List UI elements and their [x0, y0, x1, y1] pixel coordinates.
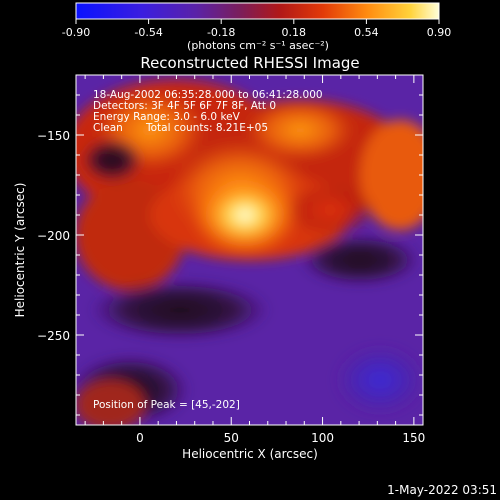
- colorbar-unit-label: (photons cm⁻² s⁻¹ asec⁻²): [187, 39, 329, 52]
- colorbar-frame: [75, 2, 440, 20]
- y-axis-label: Heliocentric Y (arcsec): [13, 183, 27, 318]
- y-tick-label: −150: [37, 129, 70, 143]
- x-axis: 0 50 100 150: [84, 75, 425, 445]
- heatmap-image: [76, 75, 423, 425]
- colorbar-ticks: -0.90 -0.54 -0.18 0.18 0.54 0.90: [62, 19, 451, 39]
- footer-timestamp: 1-May-2022 03:51: [387, 483, 497, 497]
- annotation-peak-position: Position of Peak = [45,-202]: [93, 399, 240, 411]
- y-tick-label: −250: [37, 329, 70, 343]
- colorbar-tick-label: -0.18: [207, 26, 235, 39]
- colorbar: [76, 3, 439, 19]
- x-axis-label: Heliocentric X (arcsec): [182, 447, 318, 461]
- annotation-energy-range: Energy Range: 3.0 - 6.0 keV: [93, 111, 241, 123]
- annotation-method: Clean: [93, 122, 123, 134]
- colorbar-tick-label: 0.54: [354, 26, 379, 39]
- colorbar-tick-label: -0.90: [62, 26, 90, 39]
- annotation-total-counts: Total counts: 8.21E+05: [145, 122, 268, 134]
- annotation-detectors: Detectors: 3F 4F 5F 6F 7F 8F, Att 0: [93, 100, 276, 112]
- colorbar-tick-label: -0.54: [134, 26, 162, 39]
- x-tick-label: 50: [224, 431, 239, 445]
- x-tick-label: 150: [402, 431, 425, 445]
- colorbar-tick-label: 0.90: [427, 26, 452, 39]
- chart-title: Reconstructed RHESSI Image: [140, 54, 359, 72]
- annotation-block: 18-Aug-2002 06:35:28.000 to 06:41:28.000…: [93, 89, 323, 411]
- y-axis: −150 −200 −250: [37, 74, 423, 416]
- colorbar-tick-label: 0.18: [282, 26, 307, 39]
- x-tick-label: 0: [136, 431, 144, 445]
- annotation-time-range: 18-Aug-2002 06:35:28.000 to 06:41:28.000: [93, 89, 323, 101]
- y-tick-label: −200: [37, 229, 70, 243]
- x-tick-label: 100: [311, 431, 334, 445]
